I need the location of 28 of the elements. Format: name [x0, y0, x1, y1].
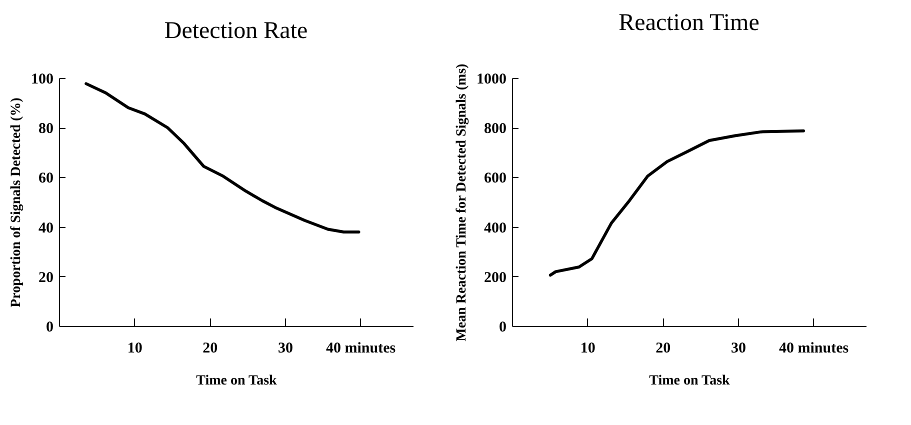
x-tick-label: 20: [202, 340, 218, 356]
chart-title: Reaction Time: [618, 10, 760, 36]
y-tick-label: 1000: [476, 72, 506, 88]
y-tick-label: 200: [484, 270, 506, 286]
line-series: [548, 129, 805, 277]
x-tick-label: 10: [127, 340, 142, 356]
x-tick-label: 40 minutes: [778, 340, 849, 356]
x-axis-title: Time on Task: [196, 374, 278, 388]
y-tick-label: 400: [484, 220, 506, 236]
y-tick-label: 80: [38, 121, 54, 138]
y-axis-title: Mean Reaction Time for Detected Signals (ms): [454, 63, 470, 342]
x-tick-label: 20: [656, 340, 671, 356]
chart-title: Detection Rate: [164, 18, 308, 44]
x-tick-label: 10: [580, 340, 596, 356]
y-tick-label: 800: [484, 121, 506, 138]
y-tick-label: 0: [46, 320, 54, 336]
y-tick-label: 40: [38, 220, 54, 236]
y-tick-label: 20: [38, 270, 54, 286]
x-tick-label: 30: [730, 340, 746, 356]
y-tick-label: 100: [31, 72, 54, 88]
x-tick-label: 40 minutes: [326, 340, 396, 356]
x-axis-title: Time on Task: [649, 374, 730, 388]
y-axis-title: Proportion of Signals Detected (%): [9, 97, 24, 308]
y-tick-label: 0: [499, 320, 506, 336]
line-series: [84, 82, 360, 234]
y-tick-label: 600: [484, 170, 506, 187]
x-tick-label: 30: [278, 340, 293, 356]
y-tick-label: 60: [38, 170, 54, 187]
